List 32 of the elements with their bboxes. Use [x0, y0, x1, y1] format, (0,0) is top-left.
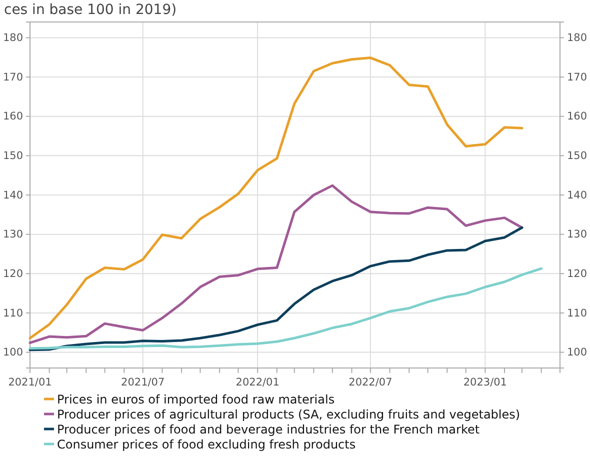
line-series — [28, 226, 524, 352]
legend-label: Producer prices of agricultural products (SA, excluding fruits and vegetables) — [57, 408, 520, 422]
y2-tick-label: 170 — [567, 71, 588, 84]
chart-title: ces in base 100 in 2019) — [4, 2, 177, 18]
y-tick-label: 170 — [2, 71, 23, 84]
x-tick-label: 2023/01 — [463, 376, 507, 388]
y-tick-label: 120 — [2, 268, 23, 280]
y2-tick-label: 160 — [567, 110, 588, 123]
y2-tick-label: 180 — [567, 32, 588, 44]
legend-label: Prices in euros of imported food raw materials — [57, 392, 335, 406]
y2-tick-label: 110 — [567, 307, 588, 320]
y-tick-label: 130 — [2, 228, 23, 241]
x-tick-label: 2022/07 — [348, 376, 392, 388]
y2-tick-label: 130 — [567, 228, 588, 241]
x-tick-label: 2021/07 — [121, 376, 165, 388]
y-tick-label: 180 — [2, 32, 23, 44]
y2-tick-label: 150 — [567, 150, 588, 162]
x-tick-label: 2022/01 — [236, 376, 280, 388]
y2-tick-label: 120 — [567, 268, 588, 280]
y-tick-label: 140 — [2, 189, 23, 202]
line-series — [28, 56, 524, 340]
x-tick-label: 2021/01 — [8, 376, 52, 388]
legend-label: Consumer prices of food excluding fresh products — [57, 438, 356, 452]
y-tick-label: 160 — [2, 110, 23, 123]
y2-tick-label: 100 — [567, 346, 588, 359]
line-series — [28, 267, 543, 350]
line-series — [28, 184, 524, 344]
y-tick-label: 100 — [2, 346, 23, 359]
y2-tick-label: 140 — [567, 189, 588, 202]
y-tick-label: 150 — [2, 150, 23, 162]
legend-label: Producer prices of food and beverage industries for the French market — [57, 422, 480, 436]
y-tick-label: 110 — [2, 307, 23, 320]
